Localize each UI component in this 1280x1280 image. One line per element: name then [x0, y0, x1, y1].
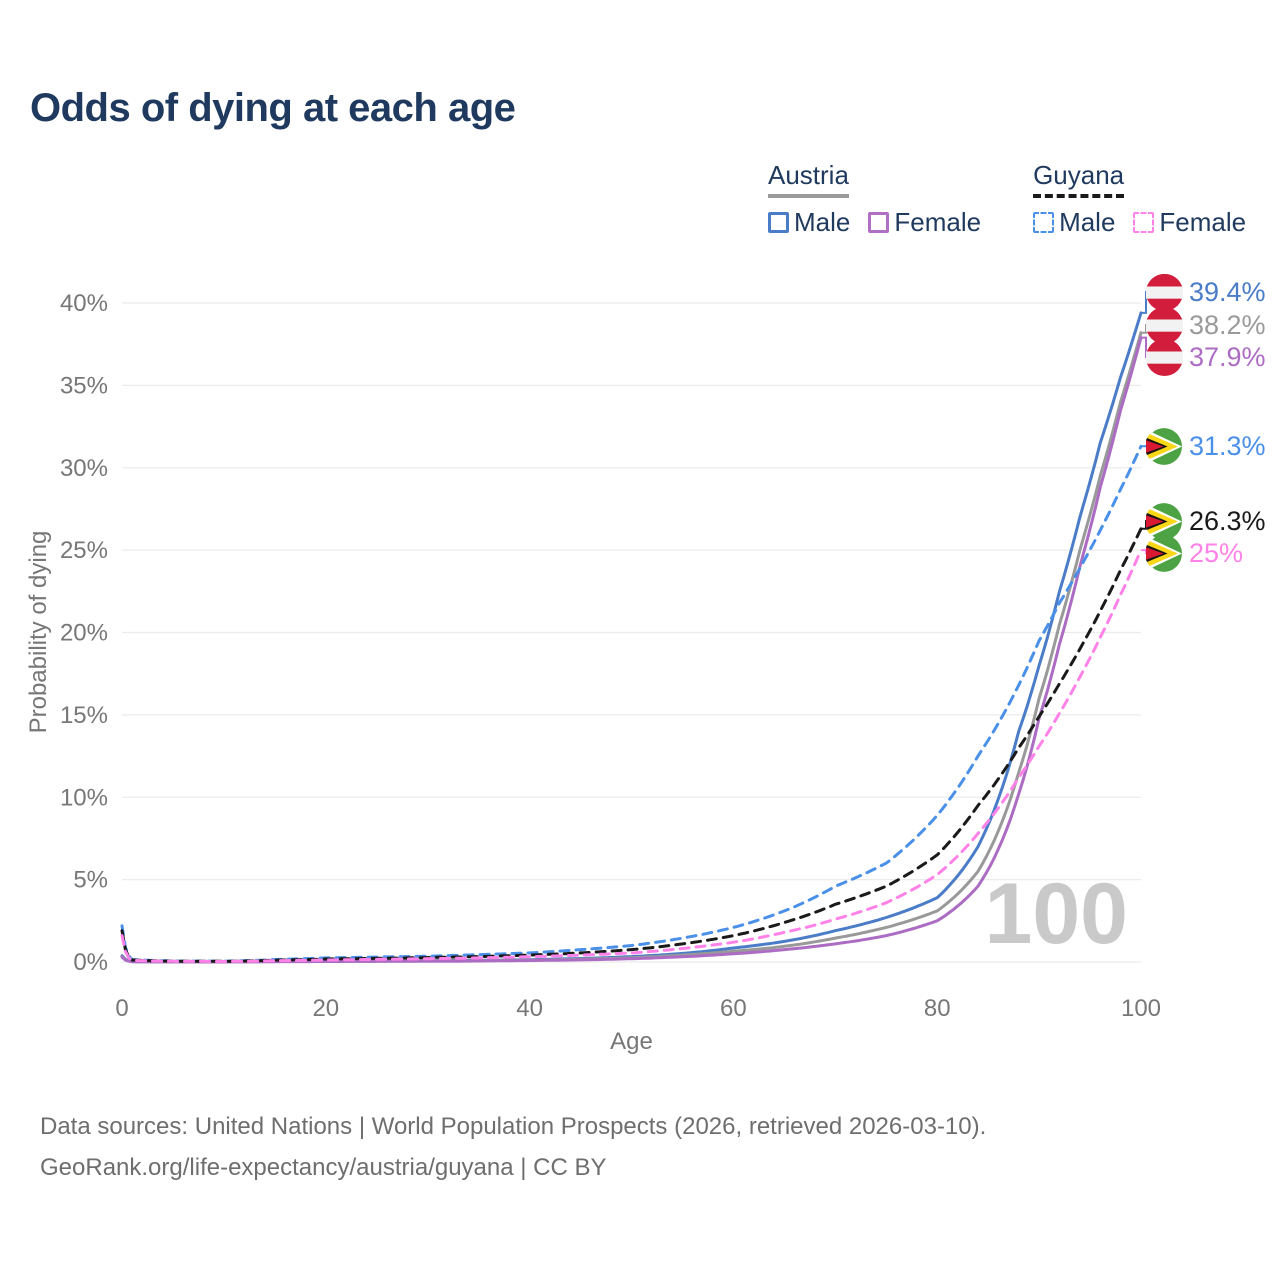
legend-item-austria-male[interactable]: Male — [768, 207, 850, 238]
page-title: Odds of dying at each age — [30, 86, 516, 130]
y-tick-label: 20% — [60, 620, 108, 647]
x-tick-label: 80 — [924, 995, 951, 1022]
legend-group-austria: Austria Male Female — [768, 160, 981, 238]
y-tick-label: 15% — [60, 702, 108, 729]
legend-group-guyana: Guyana Male Female — [1033, 160, 1246, 238]
y-tick-label: 35% — [60, 372, 108, 399]
legend-label-guyana-female: Female — [1159, 207, 1247, 237]
x-tick-label: 100 — [1121, 995, 1161, 1022]
label-connector — [1141, 291, 1152, 314]
austria-male-swatch-icon — [768, 212, 789, 233]
y-tick-label: 10% — [60, 784, 108, 811]
label-connector — [1141, 336, 1152, 358]
legend: Austria Male Female Guyana Male — [768, 160, 1246, 238]
series-line-austria-female[interactable] — [120, 336, 1143, 964]
legend-country-guyana[interactable]: Guyana — [1033, 160, 1125, 198]
x-tick-label: 20 — [312, 995, 339, 1022]
y-axis-title: Probability of dying — [25, 531, 52, 734]
series-line-guyana-female[interactable] — [120, 548, 1143, 963]
guyana-female-swatch-icon — [1133, 212, 1155, 233]
y-tick-label: 40% — [60, 290, 108, 317]
label-connector — [1141, 549, 1152, 554]
series-line-guyana-both-sexes[interactable] — [120, 527, 1143, 963]
footer-line-1: Data sources: United Nations | World Pop… — [40, 1113, 987, 1140]
legend-label-guyana-male: Male — [1059, 207, 1116, 237]
series-line-austria-male[interactable] — [120, 311, 1143, 964]
y-tick-label: 5% — [73, 867, 108, 894]
footer-line-2: GeoRank.org/life-expectancy/austria/guya… — [40, 1154, 607, 1181]
label-connector — [1141, 520, 1152, 530]
series-line-guyana-male[interactable] — [120, 444, 1143, 963]
legend-country-austria[interactable]: Austria — [768, 160, 849, 198]
legend-label-austria-male: Male — [794, 207, 851, 237]
legend-item-austria-female[interactable]: Female — [868, 207, 981, 238]
y-tick-label: 25% — [60, 537, 108, 564]
x-axis-title: Age — [610, 1028, 653, 1055]
y-tick-label: 0% — [73, 949, 108, 976]
legend-item-guyana-female[interactable]: Female — [1133, 207, 1246, 238]
x-tick-label: 60 — [720, 995, 747, 1022]
austria-female-swatch-icon — [868, 212, 890, 233]
data-source-footer: Data sources: United Nations | World Pop… — [40, 1106, 986, 1188]
y-tick-label: 30% — [60, 455, 108, 482]
age-watermark: 100 — [985, 866, 1129, 962]
x-tick-label: 0 — [115, 995, 128, 1022]
legend-item-guyana-male[interactable]: Male — [1033, 207, 1115, 238]
label-connector — [1141, 324, 1152, 334]
x-tick-label: 40 — [516, 995, 543, 1022]
guyana-male-swatch-icon — [1033, 212, 1055, 233]
legend-label-austria-female: Female — [894, 207, 982, 237]
